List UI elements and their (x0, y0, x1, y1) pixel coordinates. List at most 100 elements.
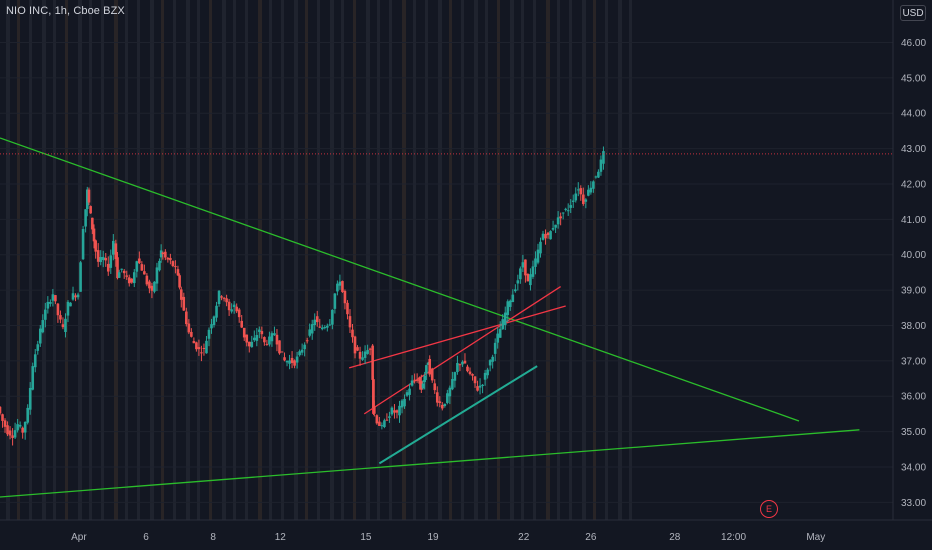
candle-up (597, 171, 600, 178)
session-stripe (65, 0, 68, 520)
session-stripes (6, 0, 632, 520)
time-axis[interactable]: Apr 6 8 12 15 19 22 26 28 12:00 May (0, 519, 932, 550)
candle-up (33, 354, 37, 368)
session-stripe (497, 0, 500, 520)
candle-down (122, 270, 126, 274)
candle-up (574, 193, 578, 201)
session-stripe (510, 0, 514, 520)
candle-down (92, 228, 96, 242)
session-stripe (125, 0, 128, 520)
candle-down (468, 371, 472, 374)
candle-down (378, 421, 381, 426)
candle-down (368, 348, 372, 350)
candle-up (26, 407, 29, 423)
candle-down (430, 368, 434, 381)
candle-up (132, 272, 136, 284)
candle-down (21, 427, 24, 433)
candle-up (23, 421, 27, 433)
candle-up (210, 324, 213, 329)
candle-down (3, 420, 7, 427)
time-axis-bg (0, 520, 932, 550)
session-stripe (281, 0, 284, 520)
candle-up (403, 398, 406, 407)
candle-up (426, 362, 430, 365)
symbol-legend[interactable]: NIO INC, 1h, Cboe BZX (6, 5, 125, 17)
session-stripe (258, 0, 262, 520)
candle-down (89, 206, 92, 214)
time-tick-label: 22 (518, 532, 530, 543)
candle-up (461, 361, 464, 365)
candle-down (127, 277, 131, 284)
candle-down (220, 296, 223, 298)
candle-down (150, 285, 154, 291)
candle-down (420, 381, 423, 390)
earnings-event-badge[interactable]: E (760, 500, 778, 518)
candle-up (448, 387, 452, 397)
candle-up (366, 349, 369, 354)
trendline-green (0, 137, 800, 422)
trendline-group[interactable] (0, 137, 860, 498)
candle-up (36, 344, 40, 351)
candle-down (346, 302, 349, 315)
candle-up (326, 325, 329, 328)
candle-down (59, 315, 62, 320)
candle-down (61, 324, 65, 328)
candle-up (496, 333, 499, 343)
session-stripe (6, 0, 10, 520)
candle-down (125, 275, 129, 277)
price-axis[interactable]: 33.00 34.00 35.00 36.00 37.00 38.00 39.00 40.00… (892, 0, 932, 550)
candle-up (232, 304, 236, 308)
session-stripe (605, 0, 608, 520)
candle-up (79, 262, 82, 292)
candle-up (584, 199, 588, 202)
candle-down (192, 341, 196, 344)
candle-down (471, 374, 474, 376)
candle-up (383, 420, 386, 428)
candle-down (169, 257, 172, 261)
time-tick-label: 26 (585, 532, 597, 543)
candle-up (158, 260, 161, 271)
candle-down (178, 275, 181, 288)
session-stripe (341, 0, 344, 520)
candle-down (240, 320, 244, 328)
candle-down (375, 415, 379, 424)
candle-up (112, 240, 115, 255)
session-stripe (461, 0, 464, 520)
candle-down (341, 281, 344, 292)
candle-up (478, 385, 482, 388)
candle-down (353, 336, 357, 354)
candle-up (592, 181, 595, 189)
candle-down (305, 340, 309, 342)
price-tick-label: 36.00 (901, 392, 926, 403)
session-stripe (593, 0, 596, 520)
candle-up (408, 388, 411, 395)
candle-up (31, 366, 35, 390)
candle-up (273, 333, 276, 336)
candle-up (338, 281, 342, 286)
session-stripe (245, 0, 248, 520)
candle-up (109, 255, 113, 268)
candle-up (514, 289, 517, 292)
candle-up (64, 318, 67, 333)
candle-down (242, 327, 246, 338)
candle-up (363, 351, 367, 358)
session-stripe (161, 0, 164, 520)
candle-down (106, 263, 110, 272)
candle-up (331, 309, 334, 325)
candle-down (56, 303, 60, 316)
candle-down (275, 334, 279, 345)
candle-up (380, 425, 384, 427)
candle-down (393, 410, 396, 413)
candle-up (38, 328, 42, 344)
candle-down (195, 342, 198, 350)
candle-up (300, 349, 304, 353)
candle-up (503, 312, 507, 326)
currency-button[interactable]: USD (900, 5, 926, 21)
candle-down (114, 243, 118, 260)
candle-down (140, 264, 144, 271)
candle-up (576, 189, 580, 191)
candle-down (130, 278, 134, 283)
candle-up (212, 316, 216, 326)
